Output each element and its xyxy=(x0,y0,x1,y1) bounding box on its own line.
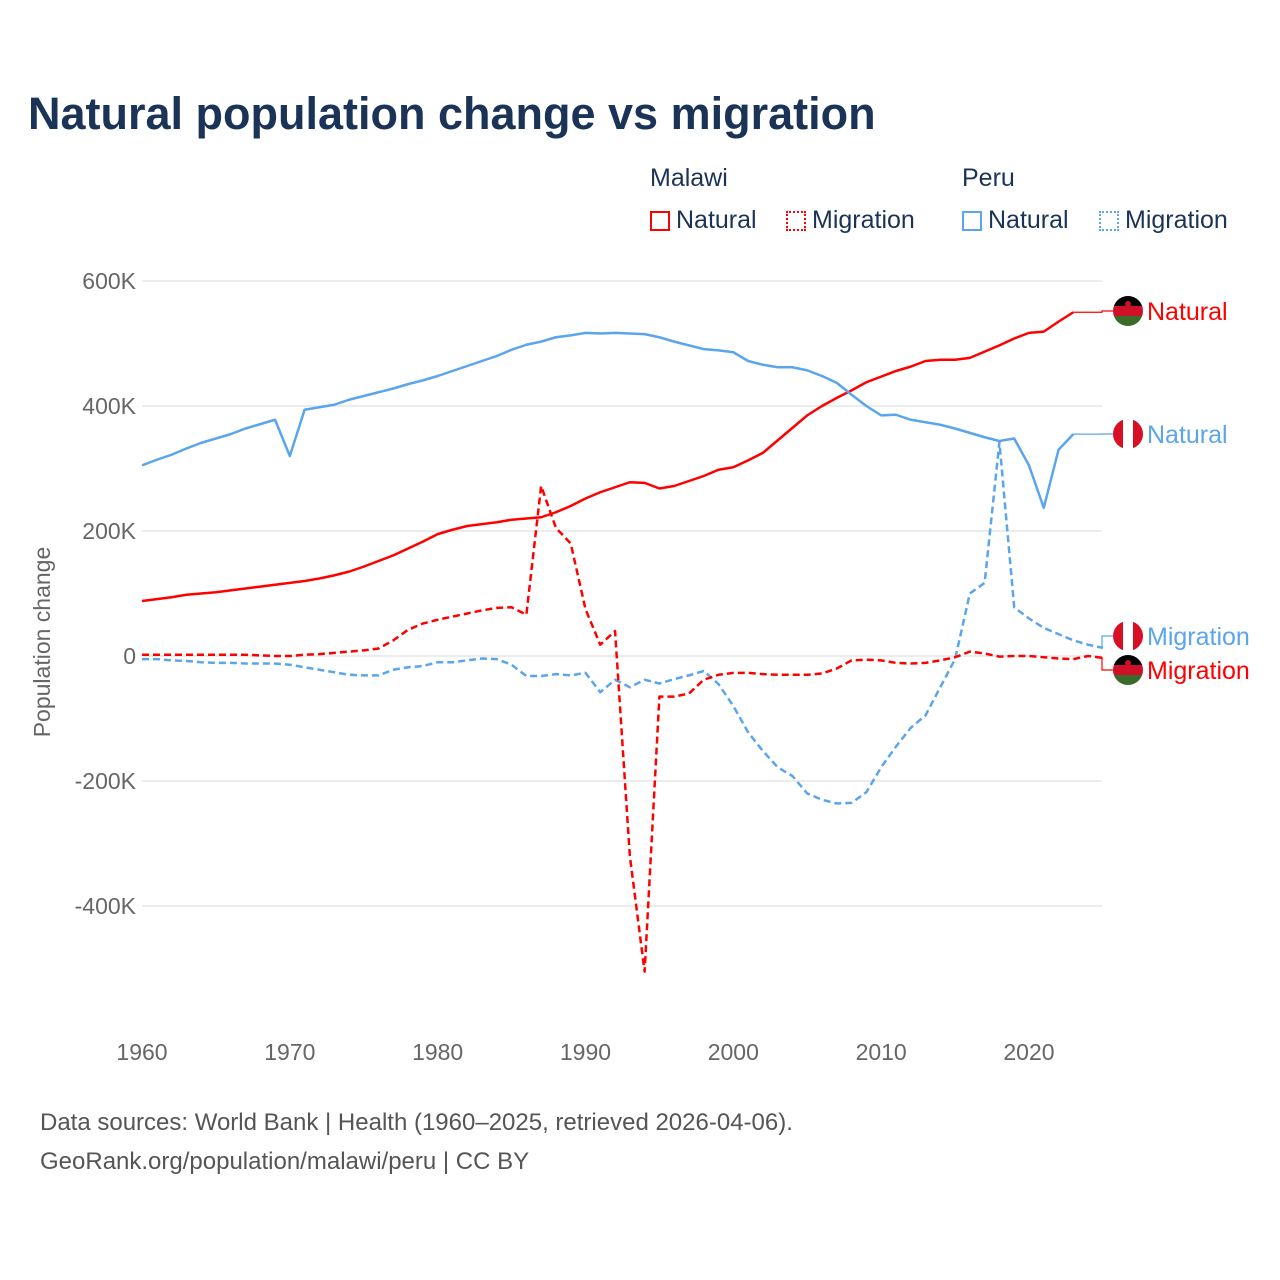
legend-malawi-natural[interactable]: Natural xyxy=(650,206,757,235)
label-connector xyxy=(1101,635,1114,649)
x-tick-label: 2000 xyxy=(708,1039,759,1065)
x-tick-label: 1990 xyxy=(560,1039,611,1065)
legend-peru-migration[interactable]: Migration xyxy=(1099,206,1228,235)
label-connector xyxy=(1101,657,1114,671)
legend-label: Natural xyxy=(676,206,757,234)
legend-label: Migration xyxy=(812,206,915,234)
chart-title: Natural population change vs migration xyxy=(28,88,876,139)
series-end-label: Natural xyxy=(1147,298,1228,326)
y-tick-label: 0 xyxy=(123,643,136,669)
y-tick-label: -200K xyxy=(75,768,137,794)
y-tick-label: 400K xyxy=(82,393,136,419)
legend-group-peru: Peru xyxy=(962,164,1015,192)
legend-malawi-migration[interactable]: Migration xyxy=(786,206,915,235)
malawi-flag-icon xyxy=(1113,296,1143,326)
flag-stripe xyxy=(1123,419,1133,449)
peru-flag-icon xyxy=(1113,419,1143,449)
x-tick-label: 1980 xyxy=(412,1039,463,1065)
series-end-label: Natural xyxy=(1147,421,1228,449)
flag-sun xyxy=(1125,660,1131,666)
label-connector xyxy=(1073,310,1114,313)
flag-stripe xyxy=(1113,621,1123,651)
series-line-peru-natural xyxy=(141,331,1075,510)
flag-stripe xyxy=(1113,316,1143,326)
legend-peru-natural[interactable]: Natural xyxy=(962,206,1069,235)
dotted-swatch-icon xyxy=(1099,211,1119,231)
x-tick-label: 1970 xyxy=(264,1039,315,1065)
series-line-malawi-natural xyxy=(141,311,1074,603)
x-tick-label: 2020 xyxy=(1003,1039,1054,1065)
series-line-malawi-migration xyxy=(142,484,1104,973)
x-tick-label: 2010 xyxy=(856,1039,907,1065)
malawi-flag-icon xyxy=(1113,655,1143,685)
dotted-swatch-icon xyxy=(786,211,806,231)
source-line-2[interactable]: GeoRank.org/population/malawi/peru | CC … xyxy=(40,1148,530,1175)
series-end-label: Migration xyxy=(1147,623,1250,651)
solid-swatch-icon xyxy=(650,211,670,231)
solid-swatch-icon xyxy=(962,211,982,231)
series-end-label: Migration xyxy=(1147,657,1250,685)
flag-stripe xyxy=(1113,419,1123,449)
y-tick-label: 600K xyxy=(82,268,136,294)
flag-stripe xyxy=(1123,621,1133,651)
y-tick-label: -400K xyxy=(75,893,137,919)
flag-stripe xyxy=(1113,306,1143,316)
x-tick-label: 1960 xyxy=(116,1039,167,1065)
legend-label: Migration xyxy=(1125,206,1228,234)
legend-label: Natural xyxy=(988,206,1069,234)
flag-stripe xyxy=(1113,665,1143,675)
legend-group-malawi: Malawi xyxy=(650,164,728,192)
peru-flag-icon xyxy=(1113,621,1143,651)
series-line-peru-migration xyxy=(142,441,1104,805)
flag-stripe xyxy=(1133,419,1143,449)
flag-sun xyxy=(1125,301,1131,307)
y-axis-label: Population change xyxy=(29,547,55,738)
y-tick-label: 200K xyxy=(82,518,136,544)
flag-stripe xyxy=(1133,621,1143,651)
source-line-1: Data sources: World Bank | Health (1960–… xyxy=(40,1109,793,1136)
flag-stripe xyxy=(1113,675,1143,685)
